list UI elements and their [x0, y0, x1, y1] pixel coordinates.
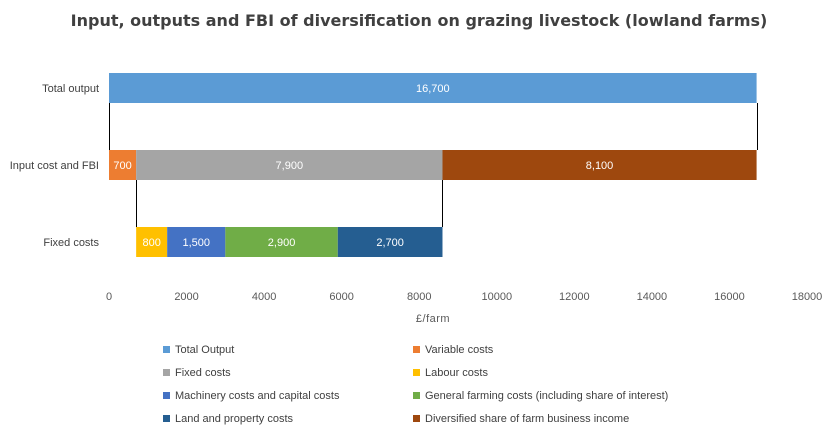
legend-label-labour-costs: Labour costs	[425, 367, 488, 379]
x-axis-ticks: 0 2000 4000 6000 8000 10000 12000 14000 16000 180…	[106, 291, 822, 303]
legend-swatch-land-and-property-costs	[163, 415, 170, 422]
data-label-diversified-share-of-farm-business-income-input-cost-and-fbi: 8,100	[586, 160, 614, 172]
data-label-total-output-total-output: 16,700	[416, 83, 450, 95]
category-label-total-output: Total output	[42, 83, 99, 95]
bar-diversified-share-of-farm-business-income-input-cost-and-fbi	[442, 150, 757, 180]
data-label-machinery-costs-and-capital-costs-fixed-costs: 1,500	[182, 237, 210, 249]
x-tick-label-4000: 4000	[252, 291, 276, 303]
legend-swatch-general-farming-costs-including-share-of-interest	[413, 392, 420, 399]
x-axis-title: £/farm	[416, 313, 450, 325]
bar-general-farming-costs-including-share-of-interest-fixed-costs	[225, 227, 338, 257]
legend-swatch-fixed-costs	[163, 369, 170, 376]
bar-labour-costs-fixed-costs	[136, 227, 168, 257]
legend-swatch-variable-costs	[413, 346, 420, 353]
x-tick-label-0: 0	[106, 291, 112, 303]
connector-lines	[109, 103, 758, 227]
legend-label-variable-costs: Variable costs	[425, 344, 494, 356]
x-tick-label-8000: 8000	[407, 291, 431, 303]
legend-label-fixed-costs: Fixed costs	[175, 367, 231, 379]
data-label-fixed-costs-input-cost-and-fbi: 7,900	[276, 160, 304, 172]
x-tick-label-2000: 2000	[174, 291, 198, 303]
x-tick-label-18000: 18000	[792, 291, 823, 303]
legend-label-general-farming-costs-including-share-of-interest: General farming costs (including share o…	[425, 390, 668, 402]
legend-swatch-labour-costs	[413, 369, 420, 376]
bar-total-output-total-output	[109, 73, 757, 103]
legend-label-land-and-property-costs: Land and property costs	[175, 413, 294, 425]
legend-swatch-diversified-share-of-farm-business-income	[413, 415, 420, 422]
category-labels: Total output Input cost and FBI Fixed cost…	[10, 83, 100, 249]
data-label-general-farming-costs-including-share-of-interest-fixed-costs: 2,900	[268, 237, 296, 249]
bar-land-and-property-costs-fixed-costs	[337, 227, 443, 257]
bar-fixed-costs-input-cost-and-fbi	[136, 150, 443, 180]
legend: Total Output Variable costs Fixed costs Lab…	[163, 344, 668, 425]
data-label-land-and-property-costs-fixed-costs: 2,700	[376, 237, 404, 249]
x-tick-label-10000: 10000	[481, 291, 512, 303]
category-label-input-cost-and-fbi: Input cost and FBI	[10, 160, 99, 172]
x-tick-label-12000: 12000	[559, 291, 590, 303]
legend-label-diversified-share-of-farm-business-income: Diversified share of farm business incom…	[425, 413, 629, 425]
x-tick-label-16000: 16000	[714, 291, 745, 303]
bar-machinery-costs-and-capital-costs-fixed-costs	[167, 227, 226, 257]
chart-title: Input, outputs and FBI of diversificatio…	[71, 11, 768, 30]
legend-label-machinery-costs-and-capital-costs: Machinery costs and capital costs	[175, 390, 340, 402]
x-tick-label-14000: 14000	[637, 291, 668, 303]
bars: 16,700 700 7,900 8,100 800 1,500 2,900 2,700	[109, 73, 757, 257]
x-tick-label-6000: 6000	[329, 291, 353, 303]
data-label-labour-costs-fixed-costs: 800	[142, 237, 160, 249]
bar-variable-costs-input-cost-and-fbi	[109, 150, 137, 180]
data-label-variable-costs-input-cost-and-fbi: 700	[113, 160, 131, 172]
legend-swatch-total-output	[163, 346, 170, 353]
category-label-fixed-costs: Fixed costs	[43, 237, 99, 249]
legend-swatch-machinery-costs-and-capital-costs	[163, 392, 170, 399]
legend-label-total-output: Total Output	[175, 344, 234, 356]
